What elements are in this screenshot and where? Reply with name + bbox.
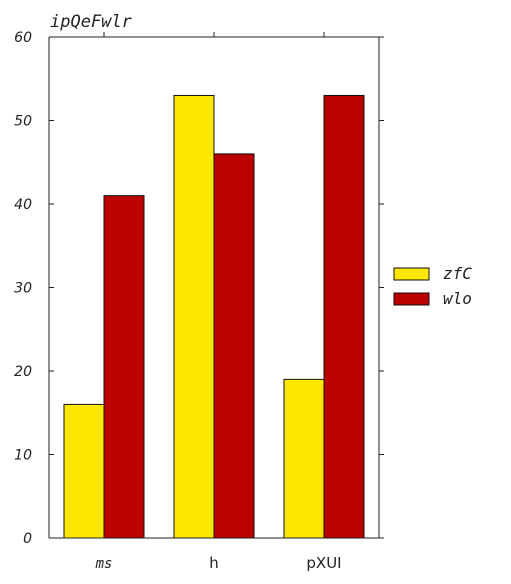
bar-wlo-h	[213, 153, 255, 539]
chart-title: ipQeFwlr	[50, 12, 133, 32]
y-tick-label: 40	[14, 197, 32, 213]
legend-label-wlo: wlo	[443, 289, 472, 308]
legend: zfC wlo	[393, 264, 472, 308]
bar-zfC-h	[173, 94, 215, 539]
bar-wlo-pXUI	[323, 94, 365, 539]
y-tick-label: 30	[14, 281, 32, 297]
bar-zfC-ms	[63, 403, 105, 539]
x-ticks-group: ms h pXUI	[95, 32, 342, 572]
legend-label-zfC: zfC	[443, 264, 472, 283]
x-tick-label: h	[209, 554, 219, 572]
legend-swatch-wlo	[393, 292, 430, 306]
bar-wlo-ms	[103, 195, 145, 539]
y-tick-label: 50	[14, 114, 32, 130]
x-tick-label: pXUI	[306, 554, 341, 572]
legend-swatch-zfC	[393, 267, 430, 281]
y-tick-label: 20	[14, 364, 32, 380]
y-tick-label: 10	[14, 448, 32, 464]
y-tick-label: 0	[23, 531, 32, 547]
x-tick-label: ms	[95, 556, 113, 572]
y-tick-label: 60	[14, 30, 32, 46]
bars-group	[63, 94, 365, 539]
bar-zfC-pXUI	[283, 378, 325, 539]
y-ticks-group: 0 10 20 30 40 50 60	[14, 30, 384, 547]
